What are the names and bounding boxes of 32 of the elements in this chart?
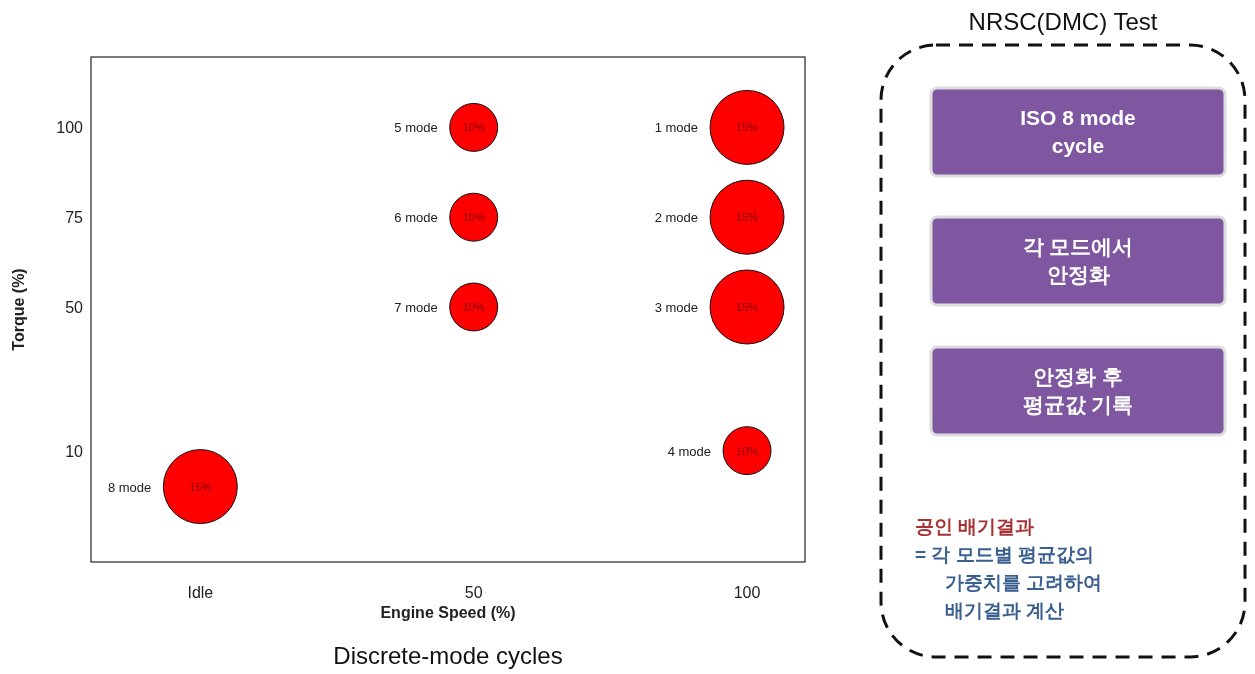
text: Discrete-mode cycles xyxy=(333,642,563,669)
x-tick-label: Idle xyxy=(187,584,214,601)
text: 각 모드에서 안정화 xyxy=(1022,235,1134,286)
y-tick-label: 75 xyxy=(65,209,84,227)
annotation: 2 mode xyxy=(654,210,699,226)
annotation: 15% xyxy=(736,121,759,134)
text: NRSC(DMC) Test xyxy=(968,8,1158,35)
y-tick-label: 10 xyxy=(65,442,84,460)
annotation: 1 mode xyxy=(654,120,699,136)
y-axis-title: Torque (%) xyxy=(10,268,27,351)
annotation: 10% xyxy=(462,211,485,224)
y-tick-label: 100 xyxy=(56,119,84,137)
annotation: 15% xyxy=(189,480,212,493)
x-axis-title: Engine Speed (%) xyxy=(380,604,516,621)
annotation: 10% xyxy=(462,300,485,313)
text: 공인 배기결과 xyxy=(915,516,1035,537)
y-tick-label: 50 xyxy=(65,298,84,316)
annotation: 15% xyxy=(736,300,759,313)
annotation: 5 mode xyxy=(394,120,438,136)
annotation: 10% xyxy=(736,444,759,457)
x-tick-label: 100 xyxy=(733,584,761,601)
annotation: 7 mode xyxy=(394,299,438,315)
annotation: 15% xyxy=(736,211,759,224)
annotation: 4 mode xyxy=(667,443,712,459)
annotation: 8 mode xyxy=(107,479,152,495)
annotation: 10% xyxy=(462,121,485,134)
x-tick-label: 50 xyxy=(464,584,483,601)
text: = 각 모드별 평균값의 가중치를 고려하여 배기결과 계산 xyxy=(915,544,1103,621)
text: 안정화 후 평균값 기록 xyxy=(1022,365,1134,416)
annotation: 6 mode xyxy=(394,210,438,226)
annotation: 3 mode xyxy=(654,299,699,315)
text: ISO 8 mode cycle xyxy=(1020,106,1136,157)
